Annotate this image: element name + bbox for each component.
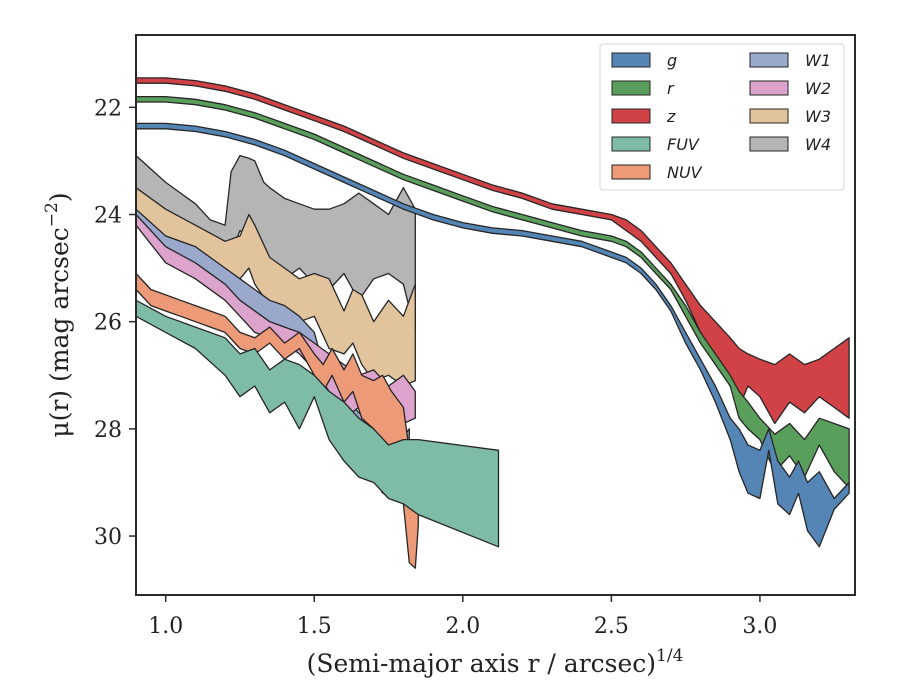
legend-swatch-w1 (749, 52, 789, 68)
legend-label-r: r (667, 79, 675, 98)
y-tick-label: 26 (94, 311, 122, 336)
x-tick-label: 2.0 (445, 614, 480, 639)
plot-frame (135, 34, 856, 596)
ticks-layer: 1.0 1.5 2.0 2.5 3.0 22 24 26 28 30 (94, 96, 777, 639)
legend-swatch-w2 (749, 80, 789, 96)
x-tick-label: 3.0 (742, 614, 777, 639)
legend-label-fuv: FUV (667, 135, 700, 154)
band-z (136, 77, 850, 425)
y-axis-label: μ(r) (mag arcsec−2) (42, 192, 74, 437)
band-g (136, 122, 850, 548)
legend-swatch-z (611, 108, 651, 124)
x-tick-label: 1.5 (297, 614, 332, 639)
band-nuv (136, 272, 419, 569)
legend-swatch-w3 (749, 108, 789, 124)
legend-swatch-w4 (749, 136, 789, 152)
band-w3 (136, 187, 416, 387)
legend-swatch-nuv (611, 164, 651, 180)
x-tick-label: 1.0 (148, 614, 183, 639)
legend-swatch-fuv (611, 136, 651, 152)
y-tick-label: 30 (94, 525, 122, 550)
band-fuv (136, 299, 500, 548)
legend-label-w1: W1 (805, 51, 831, 70)
y-tick-label: 28 (94, 418, 122, 443)
y-tick-label: 24 (94, 204, 122, 229)
x-tick-label: 2.5 (594, 614, 629, 639)
legend-label-g: g (667, 51, 677, 70)
legend: grz FUV NUV W1 W2 W3 W4 (599, 43, 845, 191)
series-layer (136, 77, 850, 569)
legend-label-nuv: NUV (667, 163, 703, 182)
legend-label-w4: W4 (805, 135, 831, 154)
legend-swatch-g (611, 52, 651, 68)
legend-label-z: z (666, 107, 676, 126)
y-tick-label: 22 (94, 96, 122, 121)
legend-swatch-r (611, 80, 651, 96)
legend-label-w2: W2 (805, 79, 831, 98)
x-axis-label: (Semi-major axis r / arcsec)1/4 (307, 646, 684, 678)
legend-label-w3: W3 (805, 107, 831, 126)
